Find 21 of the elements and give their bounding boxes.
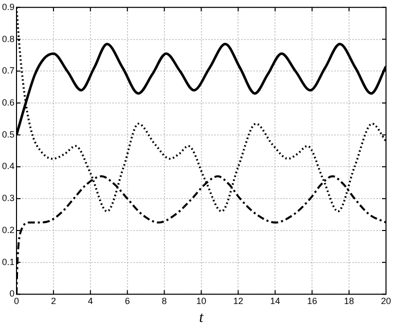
x-tick-label: 14 [270,296,280,306]
y-tick-label: 0.5 [2,129,15,140]
x-tick-label: 6 [124,296,130,306]
x-tick-label: 20 [380,296,392,306]
x-tick-label: 12 [233,296,244,306]
y-tick-label: 0.3 [2,193,15,204]
x-axis-title: t [199,310,204,326]
x-tick-label: 8 [162,296,167,306]
y-tick-label: 0.8 [2,34,15,44]
x-tick-label: 18 [344,296,354,306]
y-tick-label: 0.6 [2,97,15,108]
y-tick-label: 0.4 [2,161,15,172]
x-tick-label: 10 [196,296,206,306]
y-tick-label: 0.2 [2,224,15,235]
x-tick-label: 2 [50,296,56,306]
x-tick-label: 16 [307,296,318,306]
y-tick-label: 0.7 [2,66,15,76]
y-tick-label: 0.1 [2,256,15,267]
y-tick-label: 0 [9,288,15,299]
y-tick-label: 0.9 [2,2,15,12]
x-tick-label: 4 [88,296,93,306]
